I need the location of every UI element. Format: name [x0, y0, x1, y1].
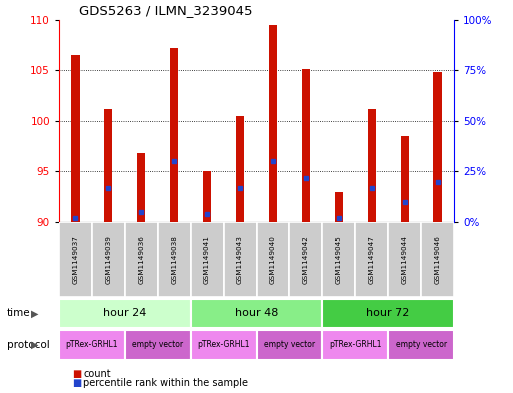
Text: pTRex-GRHL1: pTRex-GRHL1	[329, 340, 382, 349]
FancyBboxPatch shape	[125, 330, 191, 360]
Text: percentile rank within the sample: percentile rank within the sample	[83, 378, 248, 388]
Text: count: count	[83, 369, 111, 379]
Text: GSM1149037: GSM1149037	[72, 235, 78, 284]
FancyBboxPatch shape	[289, 222, 322, 297]
Text: empty vector: empty vector	[264, 340, 315, 349]
Text: empty vector: empty vector	[396, 340, 447, 349]
Text: ▶: ▶	[31, 309, 38, 318]
FancyBboxPatch shape	[256, 330, 322, 360]
FancyBboxPatch shape	[322, 222, 355, 297]
Bar	[170, 48, 179, 222]
Text: GSM1149041: GSM1149041	[204, 235, 210, 284]
Text: GSM1149040: GSM1149040	[270, 235, 276, 284]
Text: pTRex-GRHL1: pTRex-GRHL1	[66, 340, 118, 349]
FancyBboxPatch shape	[92, 222, 125, 297]
FancyBboxPatch shape	[322, 330, 388, 360]
FancyBboxPatch shape	[322, 299, 454, 328]
FancyBboxPatch shape	[191, 222, 224, 297]
Text: GSM1149043: GSM1149043	[237, 235, 243, 284]
FancyBboxPatch shape	[59, 330, 125, 360]
Text: hour 24: hour 24	[103, 309, 147, 318]
FancyBboxPatch shape	[388, 222, 421, 297]
FancyBboxPatch shape	[191, 299, 322, 328]
FancyBboxPatch shape	[125, 222, 158, 297]
FancyBboxPatch shape	[224, 222, 256, 297]
Text: GSM1149047: GSM1149047	[369, 235, 374, 284]
Text: hour 48: hour 48	[235, 309, 278, 318]
Text: time: time	[7, 309, 30, 318]
Text: GDS5263 / ILMN_3239045: GDS5263 / ILMN_3239045	[79, 4, 252, 17]
FancyBboxPatch shape	[355, 222, 388, 297]
Bar	[368, 109, 376, 222]
Bar	[401, 136, 409, 222]
Bar	[71, 55, 80, 222]
Text: GSM1149045: GSM1149045	[336, 235, 342, 284]
Bar	[334, 192, 343, 222]
Text: GSM1149044: GSM1149044	[402, 235, 408, 284]
FancyBboxPatch shape	[256, 222, 289, 297]
Text: empty vector: empty vector	[132, 340, 183, 349]
FancyBboxPatch shape	[158, 222, 191, 297]
FancyBboxPatch shape	[388, 330, 454, 360]
Text: GSM1149039: GSM1149039	[105, 235, 111, 284]
FancyBboxPatch shape	[59, 222, 92, 297]
FancyBboxPatch shape	[421, 222, 454, 297]
FancyBboxPatch shape	[59, 299, 191, 328]
Bar	[433, 72, 442, 222]
Text: hour 72: hour 72	[366, 309, 410, 318]
Text: ■: ■	[72, 378, 81, 388]
Bar	[269, 25, 277, 222]
Text: ▶: ▶	[31, 340, 38, 350]
Text: GSM1149046: GSM1149046	[435, 235, 441, 284]
Text: GSM1149036: GSM1149036	[139, 235, 144, 284]
Text: pTRex-GRHL1: pTRex-GRHL1	[198, 340, 250, 349]
FancyBboxPatch shape	[191, 330, 256, 360]
Text: protocol: protocol	[7, 340, 49, 350]
Text: ■: ■	[72, 369, 81, 379]
Text: GSM1149038: GSM1149038	[171, 235, 177, 284]
Bar	[104, 109, 112, 222]
Bar	[302, 69, 310, 222]
Bar	[137, 153, 145, 222]
Text: GSM1149042: GSM1149042	[303, 235, 309, 284]
Bar	[203, 171, 211, 222]
Bar	[236, 116, 244, 222]
